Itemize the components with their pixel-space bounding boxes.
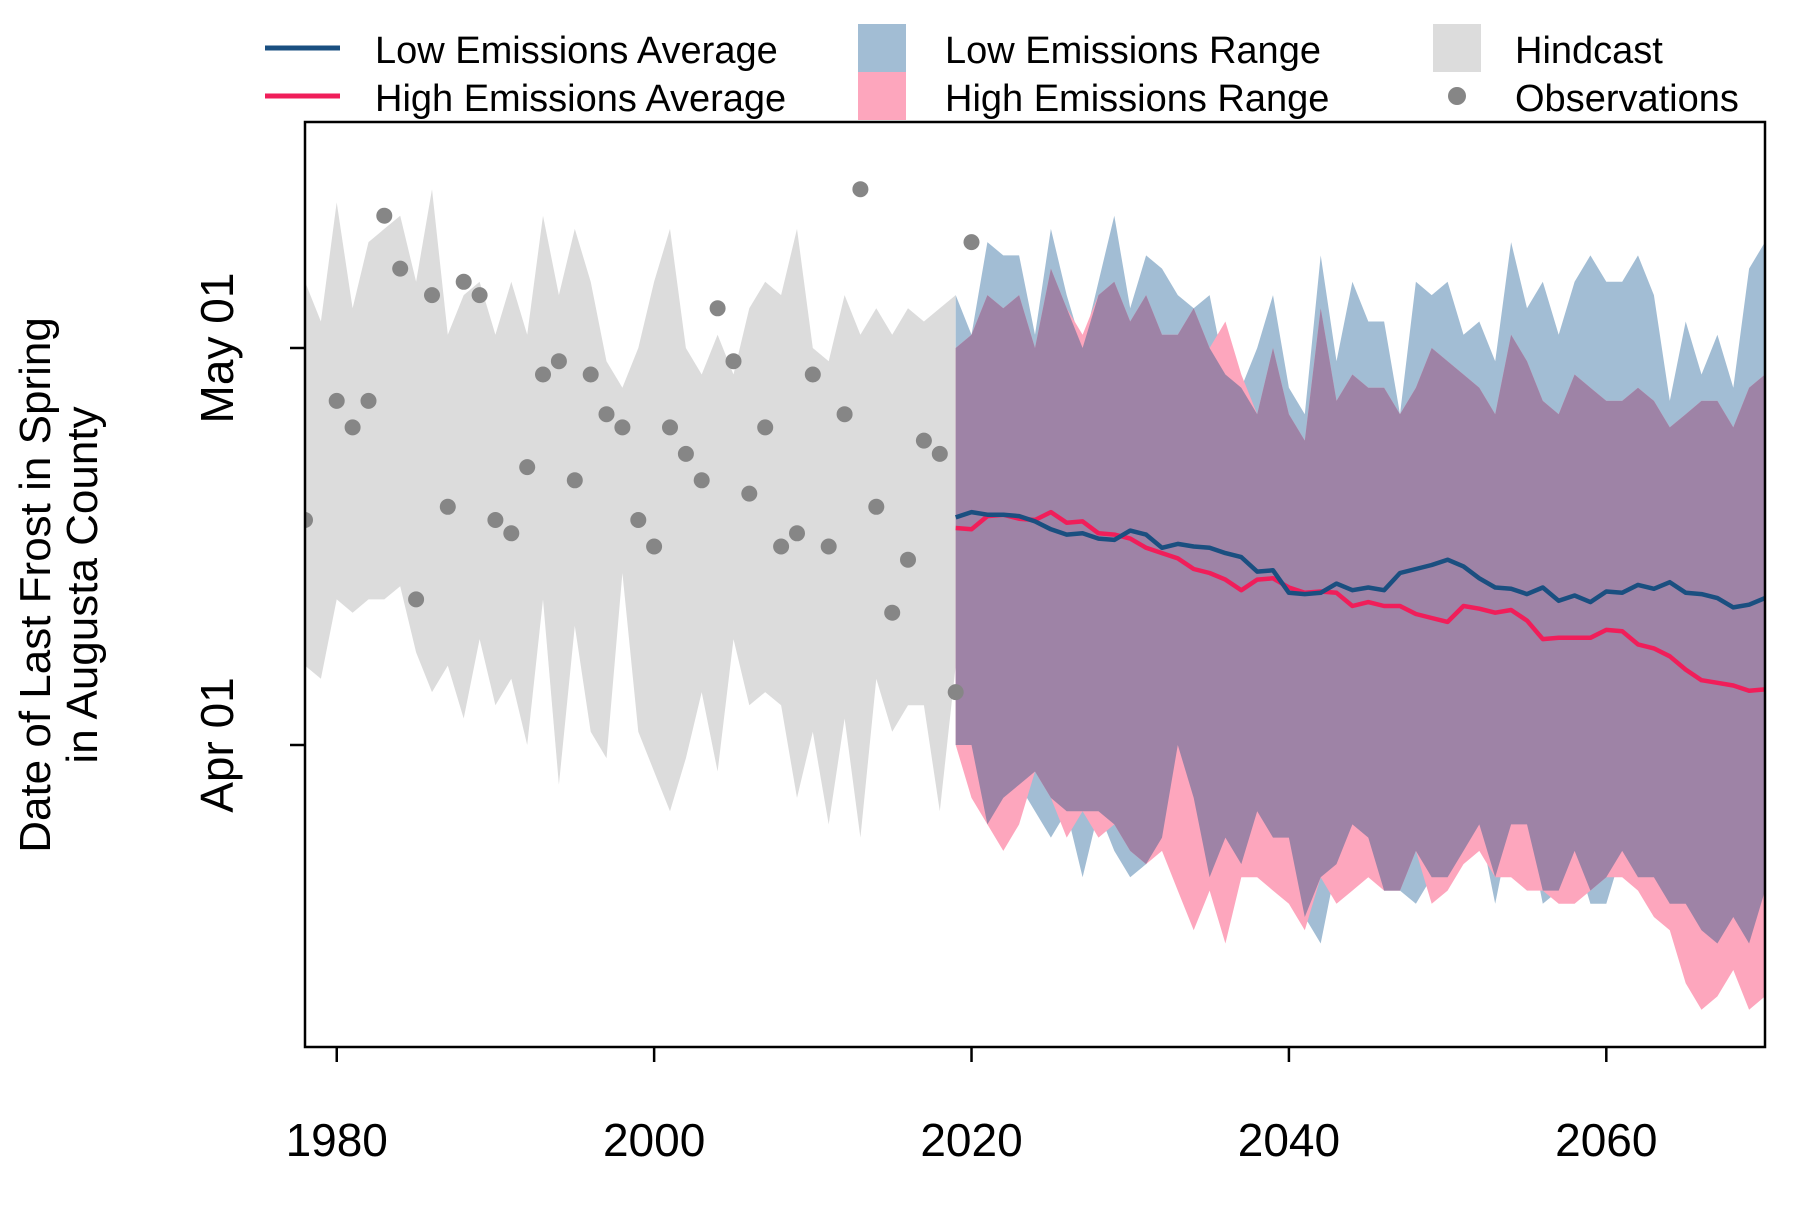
observation-point bbox=[566, 472, 583, 489]
legend-swatch-point bbox=[1448, 87, 1466, 105]
observation-point bbox=[963, 234, 980, 251]
observation-point bbox=[582, 366, 599, 383]
low-emissions-average-line bbox=[954, 509, 1765, 610]
x-tick-label: 1980 bbox=[286, 1114, 388, 1166]
observation-point bbox=[503, 525, 520, 542]
observation-point bbox=[630, 512, 647, 528]
legend-label: High Emissions Average bbox=[375, 78, 786, 120]
observation-point bbox=[328, 392, 345, 409]
observation-point bbox=[344, 419, 361, 436]
y-tick-label: May 01 bbox=[191, 273, 243, 424]
plot-frame bbox=[303, 120, 1767, 1049]
observation-point bbox=[392, 260, 409, 277]
observation-point bbox=[408, 591, 425, 608]
observation-point bbox=[789, 525, 805, 542]
observation-point bbox=[646, 538, 663, 555]
observation-point bbox=[677, 445, 694, 462]
observation-point bbox=[439, 498, 456, 515]
observation-point bbox=[424, 287, 440, 304]
observation-point bbox=[535, 366, 551, 383]
x-tick-label: 2020 bbox=[920, 1114, 1022, 1166]
legend-label: High Emissions Range bbox=[945, 78, 1329, 120]
high-emissions-average-line bbox=[955, 509, 1765, 693]
observation-point bbox=[519, 459, 536, 476]
x-axis: 1980 2000 2020 2040 2060 bbox=[286, 1047, 1657, 1166]
observation-point bbox=[884, 604, 901, 621]
observation-point bbox=[900, 551, 916, 568]
observation-point bbox=[820, 538, 837, 555]
observation-point bbox=[305, 512, 313, 528]
observation-point bbox=[376, 207, 393, 224]
x-tick-label: 2040 bbox=[1238, 1114, 1340, 1166]
plot-area bbox=[305, 181, 1765, 1010]
observation-point bbox=[550, 353, 567, 370]
observation-point bbox=[757, 419, 774, 436]
observation-point bbox=[487, 512, 504, 528]
observation-point bbox=[725, 353, 742, 370]
legend-swatch-area bbox=[1433, 24, 1481, 72]
y-axis-label-line-1: Date of Last Frost in Spring bbox=[11, 317, 60, 853]
observation-point bbox=[868, 498, 885, 515]
y-axis-label-line-2: in Augusta County bbox=[58, 406, 107, 763]
x-tick-label: 2060 bbox=[1555, 1114, 1657, 1166]
legend-swatch-area bbox=[858, 24, 906, 72]
y-axis: Apr 01 May 01 bbox=[191, 273, 305, 813]
observation-point bbox=[741, 485, 758, 502]
observation-point bbox=[852, 181, 869, 198]
legend-label: Low Emissions Average bbox=[375, 30, 778, 72]
legend: Low Emissions Average High Emissions Aver… bbox=[265, 24, 1739, 120]
observation-point bbox=[915, 432, 932, 449]
observation-point bbox=[804, 366, 821, 383]
hindcast-band bbox=[305, 189, 956, 838]
observation-point bbox=[693, 472, 710, 489]
observation-point bbox=[471, 287, 488, 304]
observation-point bbox=[614, 419, 631, 436]
observation-point bbox=[455, 273, 472, 290]
legend-swatch-area bbox=[858, 72, 906, 120]
observation-point bbox=[360, 392, 377, 409]
legend-label: Observations bbox=[1515, 78, 1739, 120]
observation-point bbox=[947, 684, 964, 701]
observation-point bbox=[598, 406, 615, 423]
x-tick-label: 2000 bbox=[603, 1114, 705, 1166]
observation-point bbox=[662, 419, 678, 436]
legend-label: Low Emissions Range bbox=[945, 30, 1321, 72]
observation-point bbox=[709, 300, 726, 317]
legend-label: Hindcast bbox=[1515, 30, 1663, 72]
observation-point bbox=[931, 445, 948, 462]
y-tick-label: Apr 01 bbox=[191, 677, 243, 813]
observation-point bbox=[773, 538, 790, 555]
observation-point bbox=[836, 406, 853, 423]
